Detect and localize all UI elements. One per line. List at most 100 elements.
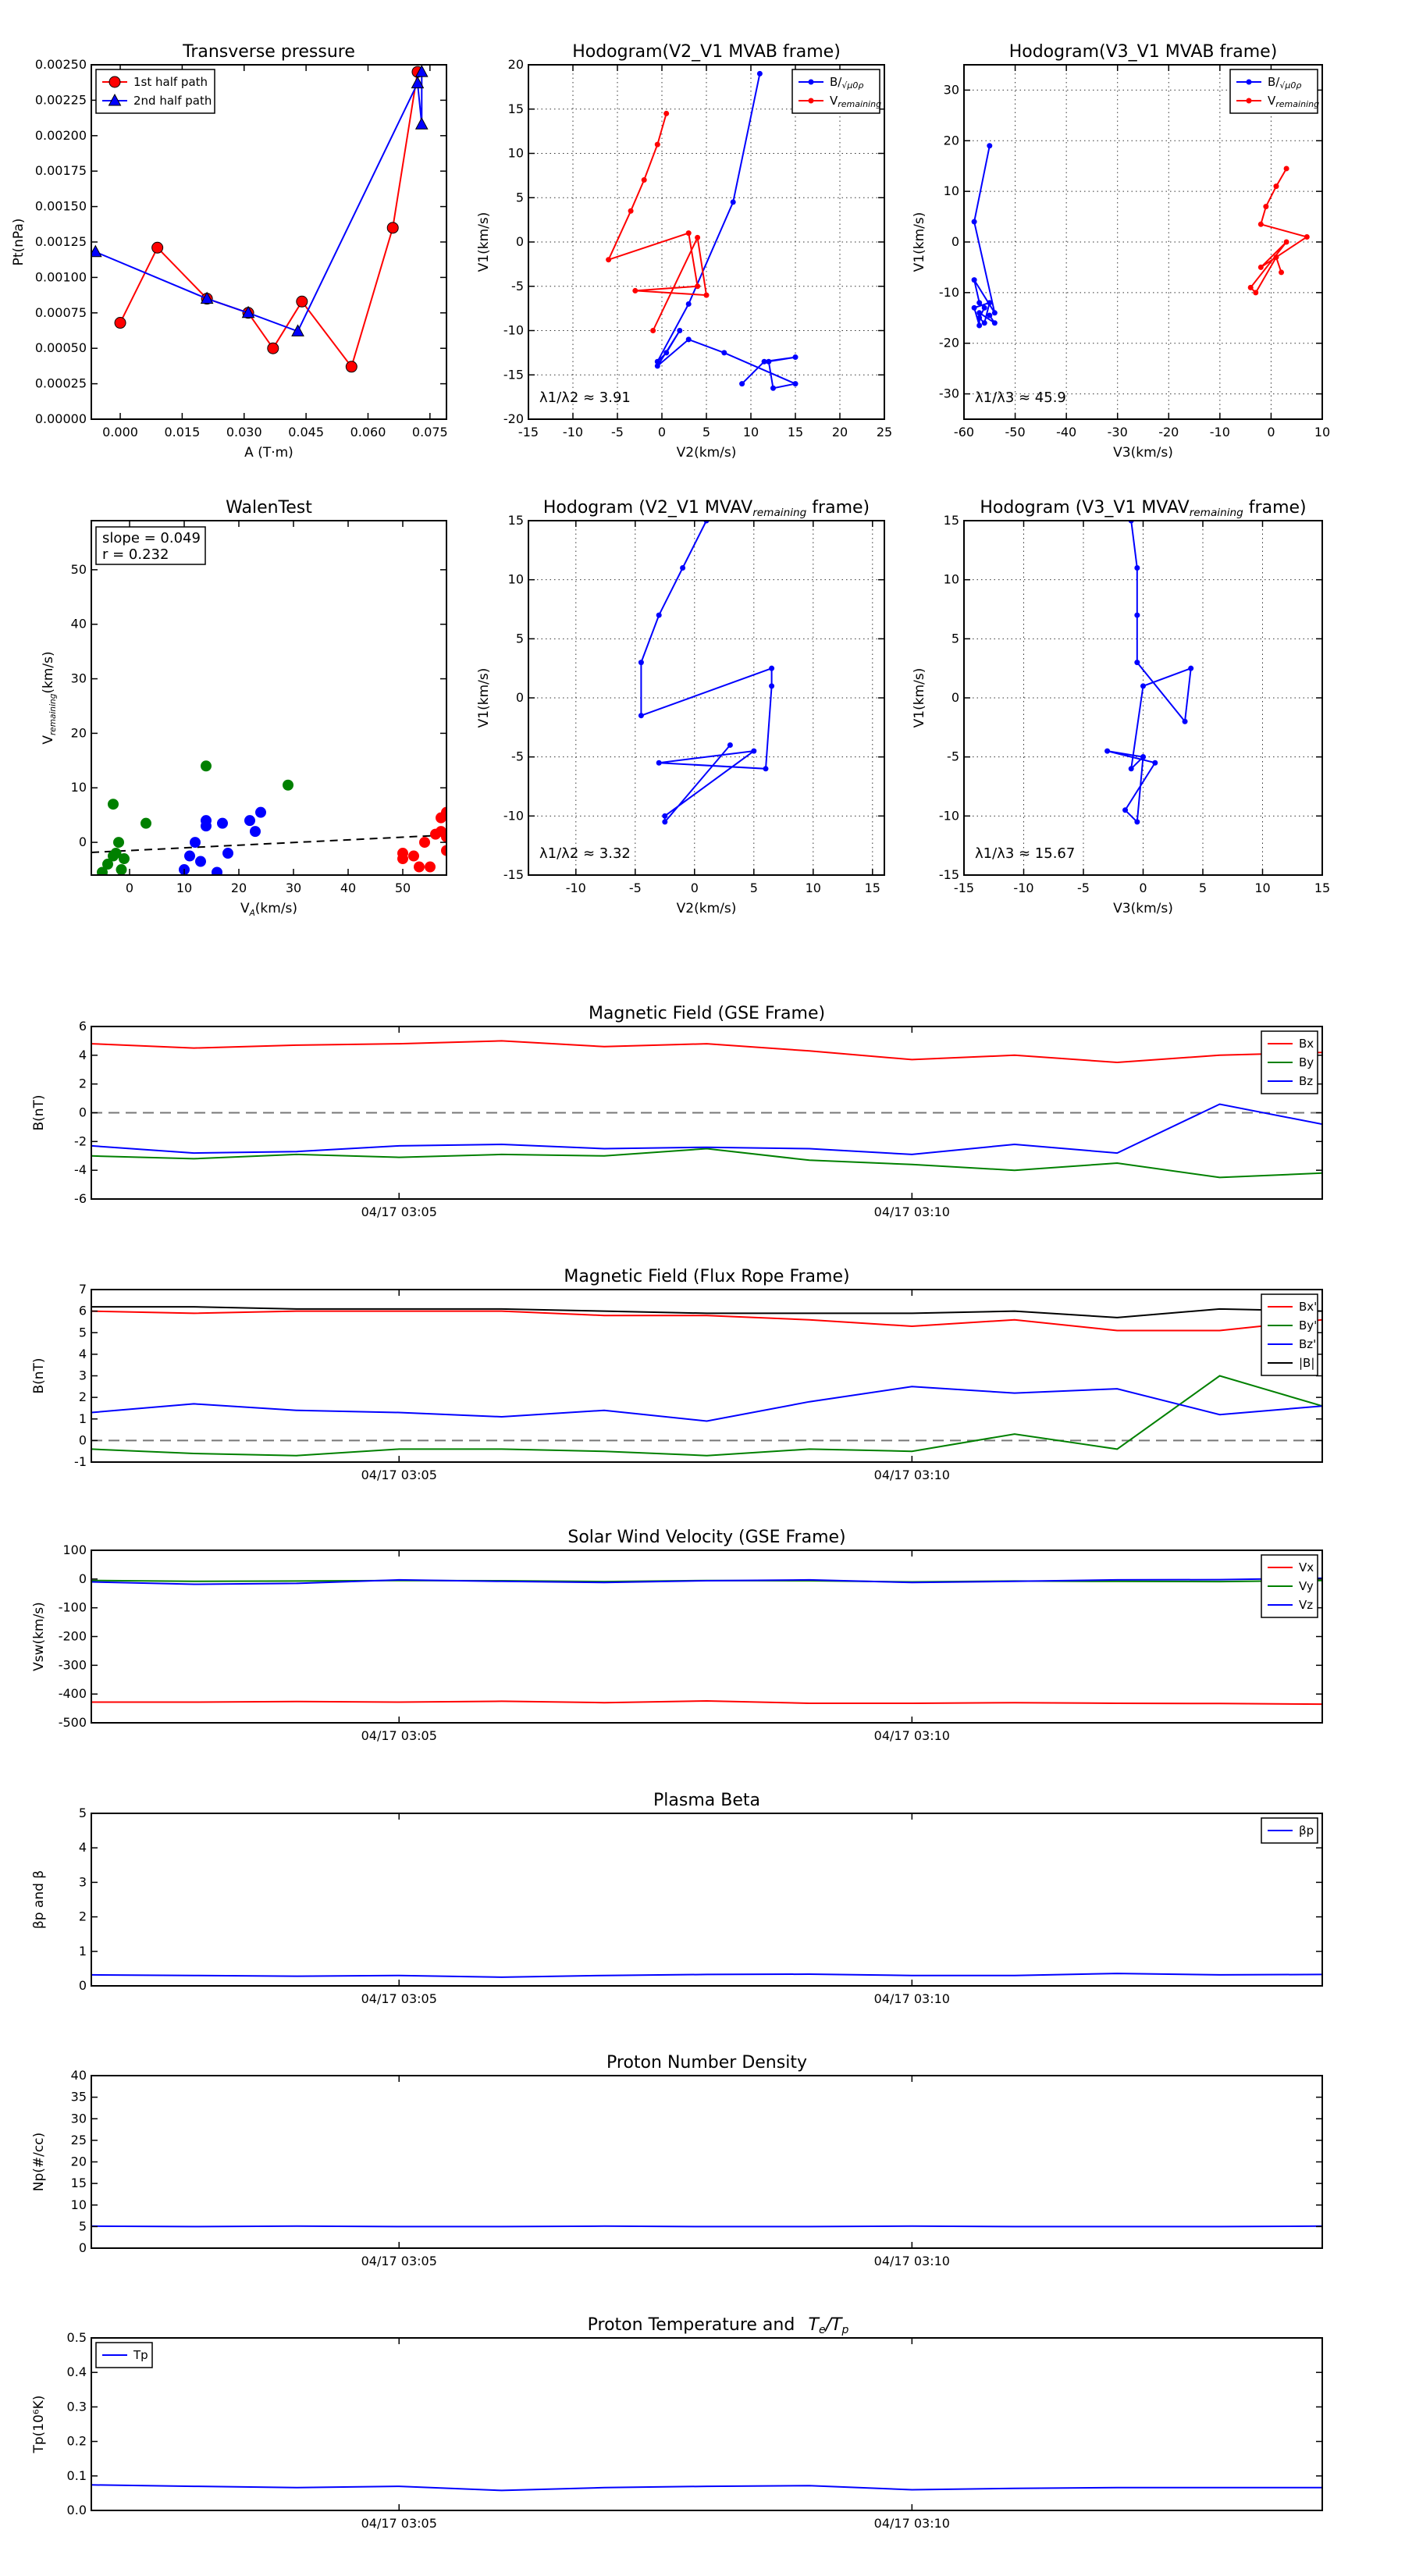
transverse-pressure-series-0-line — [119, 71, 418, 368]
hodogram-v3v1-mvab-ytick-label: -10 — [939, 285, 959, 300]
hodogram-v3v1-mvav-ytick-label: 15 — [944, 513, 959, 528]
hodogram-v3v1-mvav-ytick-label: -5 — [947, 749, 959, 764]
walen-test-series-1-point — [244, 815, 255, 827]
hodogram-v3v1-mvab-series-1-point — [1257, 221, 1264, 227]
hodogram-v2v1-mvav-xtick-label: -10 — [566, 881, 586, 895]
proton-temperature-ytick-label: 0.1 — [67, 2468, 87, 2483]
hodogram-v2v1-mvab-xtick-label: -15 — [518, 425, 539, 439]
plasma-beta-axes-frame — [91, 1813, 1323, 1987]
magnetic-field-gse-legend: Bx By Bz — [1261, 1030, 1318, 1094]
hodogram-v2v1-mvav-title: Hodogram (V2_V1 MVAVremaining frame) — [543, 498, 870, 519]
hodogram-v3v1-mvab-series-0-line — [973, 145, 996, 326]
hodogram-v3v1-mvav-xlabel: V3(km/s) — [1113, 901, 1173, 916]
walen-test-series-1-point — [201, 815, 212, 827]
proton-density-ytick-label: 5 — [79, 2218, 87, 2233]
hodogram-v2v1-mvab-panel: -15 -10 -5 0 5 10 15 20 25-20-15-10-505101520Hod… — [476, 42, 892, 461]
hodogram-v3v1-mvab-ytick-label: 20 — [944, 133, 959, 148]
transverse-pressure-panel: 0.000 0.015 0.030 0.045 0.060 0.075 0.00000 0.0… — [11, 42, 448, 461]
walen-test-series-0-point — [116, 864, 127, 875]
hodogram-v3v1-mvav-series-0-point — [1134, 660, 1140, 666]
hodogram-v2v1-mvab-ytick-label: -20 — [503, 411, 524, 426]
plasma-beta-ytick-label: 3 — [79, 1874, 87, 1889]
hodogram-v3v1-mvab-xtick-label: -10 — [1210, 425, 1230, 439]
hodogram-v3v1-mvab-series-1-point — [1263, 204, 1269, 210]
hodogram-v3v1-mvab-series-0-point — [981, 320, 987, 326]
hodogram-v3v1-mvav-ytick-label: -10 — [939, 808, 959, 823]
hodogram-v2v1-mvab-series-0-line — [656, 73, 799, 390]
magnetic-field-flux-rope-series-1 — [91, 1375, 1322, 1457]
hodogram-v2v1-mvab-series-1-point — [695, 234, 701, 240]
hodogram-v2v1-mvab-series-0-point — [792, 381, 799, 387]
solar-wind-velocity-axes-frame — [91, 1550, 1323, 1724]
hodogram-v3v1-mvab-legend: B/√μ0ρ Vremaining — [1229, 69, 1319, 114]
hodogram-v2v1-mvab-series-1-point — [695, 283, 701, 290]
solar-wind-velocity-series-2 — [91, 1577, 1322, 1585]
hodogram-v2v1-mvab-legend: B/√μ0ρ Vremaining — [791, 69, 881, 114]
proton-temperature-panel: 04/17 03:05 04/17 03:10 0.0 0.1 0.2 0.3 0.4 0.5… — [31, 2315, 1323, 2531]
solar-wind-velocity-title: Solar Wind Velocity (GSE Frame) — [567, 1528, 845, 1547]
hodogram-v2v1-mvab-series-0-point — [770, 385, 776, 391]
walen-test-xlabel-tail: (km/s) — [255, 901, 297, 916]
hodogram-v3v1-mvav-xtick-label: 10 — [1254, 881, 1270, 895]
hodogram-v2v1-mvab-ytick-label: -10 — [503, 323, 524, 338]
hodogram-v3v1-mvav-series-0-point — [1182, 718, 1188, 724]
hodogram-v2v1-mvab-xtick-label: -5 — [611, 425, 624, 439]
hodogram-v3v1-mvav-xtick-label: -5 — [1077, 881, 1090, 895]
magnetic-field-flux-rope-series-0 — [91, 1310, 1322, 1332]
hodogram-v2v1-mvab-series-0-point — [663, 350, 670, 356]
plasma-beta-ytick-label: 5 — [79, 1806, 87, 1820]
hodogram-v3v1-mvab-series-0-point — [991, 320, 998, 326]
solar-wind-velocity-ticks: 04/17 03:05 04/17 03:10 -500 -400 -300 -200 -1… — [59, 1542, 1322, 1743]
hodogram-v2v1-mvav-series-0-point — [638, 660, 644, 666]
hodogram-v3v1-mvav-series-0-point — [1152, 760, 1158, 766]
hodogram-v2v1-mvav-series-0-point — [662, 819, 668, 825]
hodogram-v3v1-mvab-series-0-point — [987, 312, 993, 318]
walen-test-series-1-point — [190, 837, 201, 849]
hodogram-v3v1-mvav-series-0-line — [1107, 521, 1192, 824]
walen-test-series-0 — [97, 760, 293, 875]
plasma-beta-xtick-label: 04/17 03:10 — [874, 1991, 950, 2006]
hodogram-v2v1-mvav-series-0-point — [727, 742, 733, 749]
magnetic-field-gse-series-0 — [91, 1040, 1322, 1064]
transverse-pressure-series-0-point — [296, 295, 308, 308]
walen-test-ylabel-main: V — [41, 735, 56, 745]
hodogram-v2v1-mvab-ytick-label: 0 — [516, 234, 524, 249]
hodogram-v2v1-mvav-ytick-label: 0 — [516, 690, 524, 705]
hodogram-v3v1-mvab-series-1-point — [1283, 165, 1289, 172]
magnetic-field-flux-rope-legend-label: Bx' — [1299, 1300, 1317, 1314]
hodogram-v3v1-mvab-series-0-point — [981, 304, 987, 311]
solar-wind-velocity-ytick-label: 0 — [79, 1571, 87, 1586]
walen-test-xlabel-sub: A — [249, 909, 255, 918]
transverse-pressure-series-1 — [91, 65, 429, 336]
hodogram-v2v1-mvab-series-1 — [606, 110, 710, 333]
magnetic-field-flux-rope-series-2-line — [91, 1386, 1322, 1422]
hodogram-v2v1-mvab-series-1-point — [628, 208, 634, 214]
hodogram-v3v1-mvav-ytick-label: 5 — [951, 631, 959, 646]
hodogram-v3v1-mvab-axes-frame — [963, 64, 1323, 420]
hodogram-v2v1-mvav-series-0-point — [656, 612, 662, 618]
hodogram-v3v1-mvab-legend-box — [1229, 69, 1318, 114]
solar-wind-velocity-ytick-label: -200 — [59, 1629, 87, 1644]
solar-wind-velocity-ylabel: Vsw(km/s) — [31, 1602, 47, 1671]
walen-test-series-2-point — [419, 837, 430, 849]
hodogram-v3v1-mvav-xtick-label: 0 — [1139, 881, 1147, 895]
magnetic-field-gse-series-0-line — [91, 1040, 1322, 1064]
walen-test-title: WalenTest — [226, 498, 312, 518]
solar-wind-velocity-xtick-label: 04/17 03:05 — [361, 1728, 437, 1743]
hodogram-v2v1-mvab-series-0-point — [739, 381, 745, 387]
magnetic-field-flux-rope-legend: Bx' By' Bz' |B| — [1261, 1293, 1318, 1376]
hodogram-v2v1-mvav-series-0-point — [751, 748, 757, 754]
hodogram-v3v1-mvab-xtick-label: -20 — [1158, 425, 1179, 439]
hodogram-v2v1-mvab-series-1-point — [606, 257, 612, 263]
hodogram-v3v1-mvab-xtick-label: 10 — [1314, 425, 1330, 439]
proton-density-ytick-label: 0 — [79, 2240, 87, 2255]
walen-test-series-1-point — [255, 806, 266, 818]
hodogram-v2v1-mvab-series-1-point — [650, 328, 656, 333]
magnetic-field-gse-ylabel: B(nT) — [31, 1094, 47, 1130]
walen-test-ylabel-sub: remaining — [48, 693, 58, 735]
hodogram-v2v1-mvab-series-0-point — [792, 354, 799, 361]
hodogram-v3v1-mvab-xlabel: V3(km/s) — [1113, 445, 1173, 461]
solar-wind-velocity-ytick-label: -500 — [59, 1715, 87, 1730]
transverse-pressure-series-0-point — [151, 241, 164, 254]
hodogram-v3v1-mvab-series-1-point — [1257, 264, 1264, 270]
